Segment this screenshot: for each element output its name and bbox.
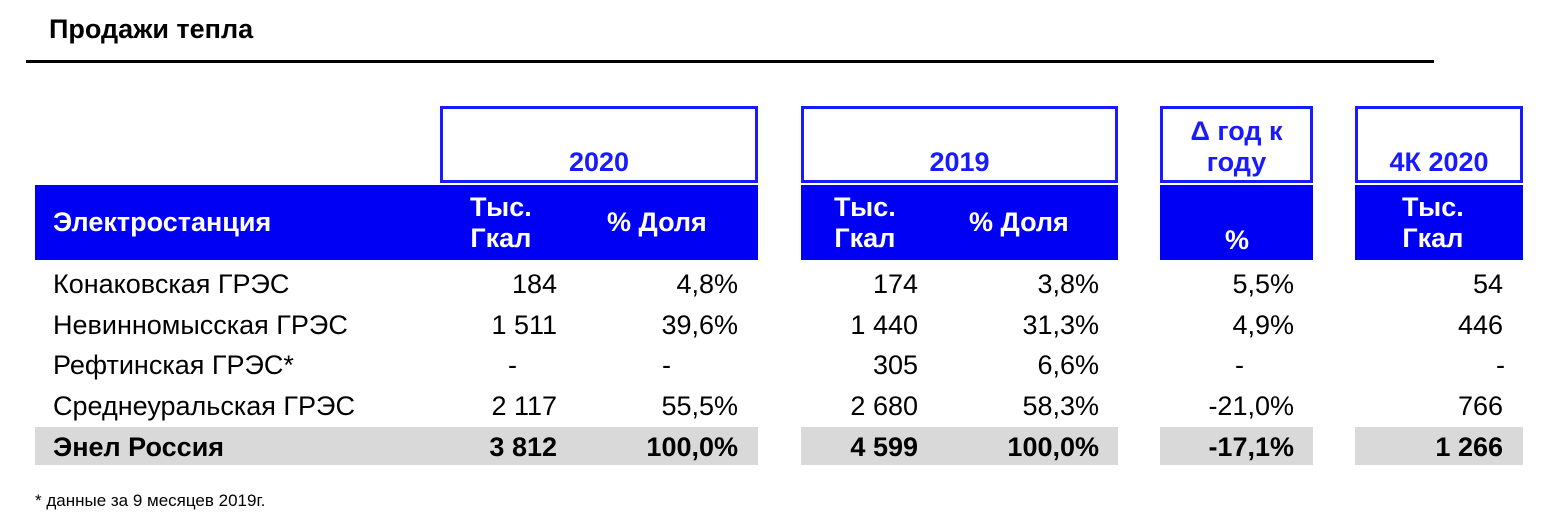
header-gcal-q4: Тыс. Гкал: [1402, 192, 1464, 254]
group-label-2020: 2020: [568, 147, 630, 177]
group-header-2019: 2019: [801, 106, 1118, 183]
total-share-2019: 100,0%: [1007, 432, 1099, 462]
total-label: Энел Россия: [53, 432, 225, 462]
row-delta: 4,9%: [1232, 310, 1294, 340]
row-value-2019: 305: [872, 350, 918, 380]
row-share-2019: 31,3%: [1022, 310, 1099, 340]
header-gcal-2020-line2: Гкал: [470, 223, 532, 253]
total-bg-2019: [801, 427, 1118, 465]
row-station-name: Среднеуральская ГРЭС: [53, 391, 355, 421]
group-label-2019: 2019: [929, 147, 990, 177]
group-header-2020: 2020: [440, 106, 758, 183]
row-share-2019: 3,8%: [1037, 269, 1099, 299]
total-value-q4: 1 266: [1435, 432, 1503, 462]
row-value-q4: 766: [1457, 391, 1503, 421]
row-value-2020: 184: [511, 269, 557, 299]
page-title: Продажи тепла: [49, 14, 254, 44]
row-value-q4: 446: [1457, 310, 1503, 340]
header-gcal-2020: Тыс. Гкал: [470, 192, 532, 254]
header-share-2020: % Доля: [607, 207, 707, 237]
row-share-2020: -: [662, 350, 671, 380]
total-bg-main: [35, 427, 758, 465]
row-station-name: Невинномысская ГРЭС: [53, 310, 348, 340]
group-label-delta: Δ год к году: [1190, 116, 1283, 177]
row-station-name: Конаковская ГРЭС: [53, 269, 290, 299]
header-gcal-q4-line1: Тыс.: [1402, 192, 1464, 222]
header-gcal-q4-line2: Гкал: [1402, 223, 1464, 253]
row-share-2020: 4,8%: [676, 269, 738, 299]
header-gcal-2019-line1: Тыс.: [834, 192, 896, 222]
row-value-2020: 2 117: [491, 391, 557, 421]
header-band-2019: Тыс. Гкал % Доля: [801, 185, 1118, 260]
total-value-2019: 4 599: [850, 432, 918, 462]
row-delta: -21,0%: [1208, 391, 1294, 421]
total-delta: -17,1%: [1208, 432, 1294, 462]
group-header-delta: Δ год к году: [1160, 106, 1313, 183]
header-share-2019: % Доля: [969, 207, 1069, 237]
row-value-q4: -: [1496, 350, 1505, 380]
row-delta: -: [1235, 350, 1244, 380]
header-gcal-2019: Тыс. Гкал: [834, 192, 896, 254]
title-underline: [26, 60, 1434, 63]
footnote: * данные за 9 месяцев 2019г.: [35, 491, 266, 510]
group-header-q4: 4К 2020: [1355, 106, 1523, 183]
header-band-q4: Тыс. Гкал: [1355, 185, 1523, 260]
header-station: Электростанция: [53, 207, 272, 237]
row-share-2019: 58,3%: [1022, 391, 1099, 421]
row-value-2019: 2 680: [850, 391, 918, 421]
row-delta: 5,5%: [1232, 269, 1294, 299]
row-value-2019: 174: [872, 269, 918, 299]
header-gcal-2020-line1: Тыс.: [470, 192, 532, 222]
header-band-main: Электростанция Тыс. Гкал % Доля: [35, 185, 758, 260]
header-pct: %: [1225, 225, 1250, 255]
row-share-2020: 55,5%: [661, 391, 738, 421]
total-share-2020: 100,0%: [646, 432, 738, 462]
group-label-q4: 4К 2020: [1389, 147, 1489, 177]
total-value-2020: 3 812: [489, 432, 557, 462]
row-value-q4: 54: [1472, 269, 1503, 299]
row-value-2020: 1 511: [491, 310, 557, 340]
total-bg-delta: [1160, 427, 1313, 465]
header-gcal-2019-line2: Гкал: [834, 223, 896, 253]
row-station-name: Рефтинская ГРЭС*: [53, 350, 294, 380]
total-bg-q4: [1355, 427, 1523, 465]
header-band-delta: %: [1160, 185, 1313, 260]
row-share-2020: 39,6%: [661, 310, 738, 340]
row-value-2020: -: [508, 350, 517, 380]
row-share-2019: 6,6%: [1037, 350, 1099, 380]
row-value-2019: 1 440: [850, 310, 918, 340]
